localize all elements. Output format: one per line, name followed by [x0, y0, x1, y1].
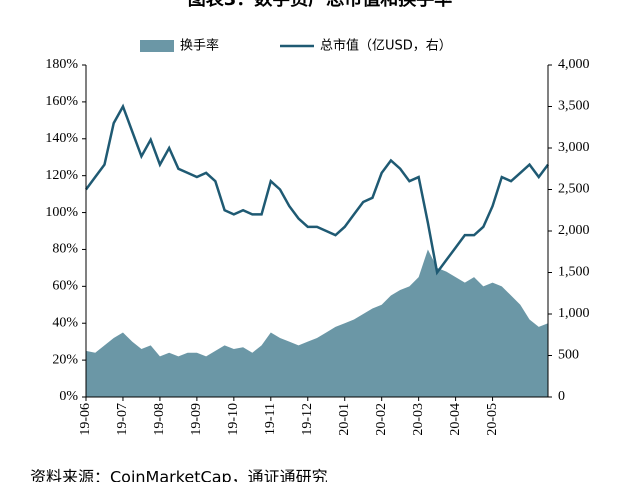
x-tick-label: 20-04: [448, 403, 463, 436]
legend-label: 总市值（亿USD，右）: [320, 38, 452, 54]
y2-tick-label: 1,000: [558, 306, 590, 321]
y-tick-label: 40%: [52, 315, 78, 330]
x-tick-label: 19-07: [115, 403, 130, 436]
y-tick-label: 0%: [59, 389, 78, 404]
turnover-area: [86, 249, 548, 397]
y-tick-label: 80%: [52, 242, 78, 257]
x-tick-label: 19-11: [263, 403, 278, 435]
x-tick-label: 19-08: [152, 403, 167, 436]
x-tick-label: 20-05: [485, 403, 500, 436]
source-note: 资料来源：CoinMarketCap，通证通研究: [30, 468, 328, 482]
x-tick-label: 19-09: [189, 403, 204, 436]
y2-tick-label: 2,500: [558, 182, 590, 197]
x-tick-label: 20-03: [411, 403, 426, 436]
y2-tick-label: 500: [558, 348, 579, 363]
x-tick-label: 20-02: [374, 403, 389, 436]
legend-label: 换手率: [180, 38, 219, 54]
y-tick-label: 120%: [45, 168, 78, 183]
y2-tick-label: 2,000: [558, 223, 590, 238]
chart-title: 图表3：数字资产总市值和换手率: [188, 0, 453, 10]
x-tick-label: 19-12: [300, 403, 315, 436]
y-tick-label: 140%: [45, 131, 78, 146]
market-cap-line: [84, 103, 550, 276]
y-tick-label: 20%: [52, 352, 78, 367]
y-tick-label: 60%: [52, 279, 78, 294]
x-tick-label: 19-06: [78, 403, 93, 436]
legend-swatch: [140, 40, 174, 52]
x-tick-label: 20-01: [337, 403, 352, 436]
y2-tick-label: 0: [558, 389, 565, 404]
y2-tick-label: 3,000: [558, 140, 590, 155]
y-tick-label: 100%: [45, 205, 78, 220]
y2-tick-label: 4,000: [558, 57, 590, 72]
x-tick-label: 19-10: [226, 403, 241, 436]
y-tick-label: 160%: [45, 94, 78, 109]
y2-tick-label: 1,500: [558, 265, 590, 280]
y-tick-label: 180%: [45, 57, 78, 72]
y2-tick-label: 3,500: [558, 99, 590, 114]
